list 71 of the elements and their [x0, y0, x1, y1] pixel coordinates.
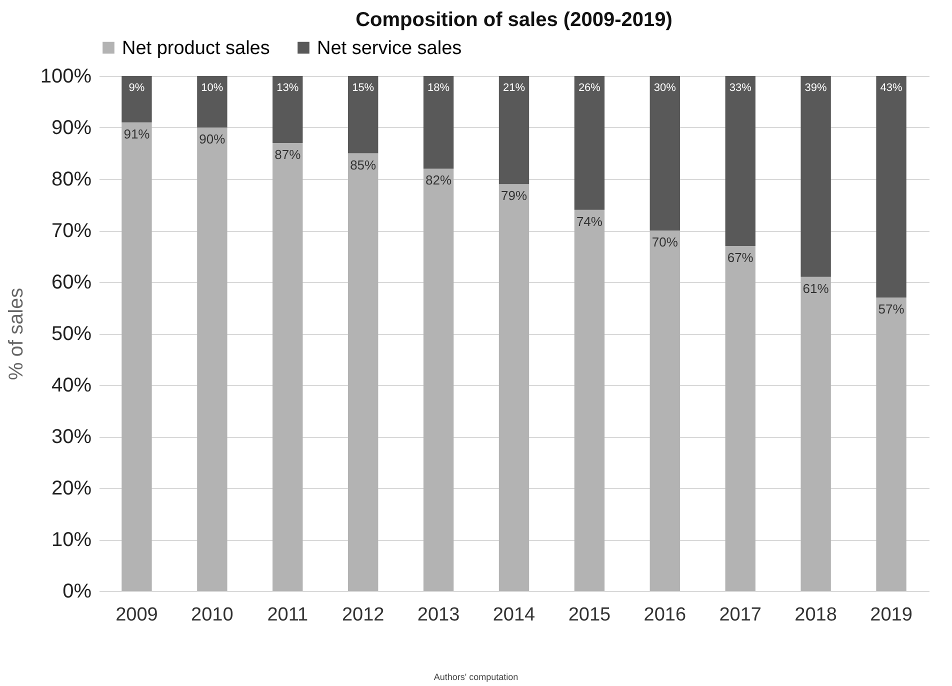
- x-tick-label: 2019: [870, 604, 912, 626]
- data-label: 79%: [500, 188, 528, 204]
- data-label: 82%: [426, 172, 452, 188]
- data-label: 10%: [201, 82, 224, 94]
- data-label: 91%: [124, 126, 150, 142]
- bar: [650, 76, 680, 230]
- chart-title: Composition of sales (2009-2019): [356, 9, 672, 31]
- bar: [876, 297, 906, 591]
- x-tick-label: 2013: [417, 604, 460, 626]
- bar: [272, 76, 303, 143]
- x-tick-label: 2015: [568, 604, 611, 626]
- y-axis-title: % of sales: [5, 288, 28, 380]
- bar: [272, 142, 303, 591]
- data-label: 33%: [729, 82, 752, 94]
- x-tick-label: 2009: [116, 604, 158, 626]
- data-label: 70%: [652, 234, 678, 250]
- x-tick-label: 2010: [191, 604, 234, 626]
- x-tick-label: 2011: [267, 604, 308, 626]
- bar: [498, 184, 530, 591]
- x-tick-label: 2012: [342, 604, 384, 626]
- data-label: 9%: [128, 82, 145, 94]
- bar: [498, 76, 530, 184]
- bar: [423, 168, 454, 591]
- data-label: 15%: [352, 82, 374, 94]
- bar: [348, 153, 378, 591]
- bar: [800, 76, 831, 277]
- data-label: 87%: [274, 146, 302, 162]
- y-tick-label: 60%: [51, 272, 92, 294]
- data-label: 13%: [276, 82, 299, 94]
- bar: [725, 76, 756, 246]
- x-tick-label: 2017: [719, 604, 762, 626]
- bar: [122, 76, 152, 122]
- bar: [122, 122, 152, 591]
- bar: [650, 230, 680, 591]
- y-tick-label: 90%: [51, 117, 92, 139]
- y-tick-label: 80%: [51, 168, 92, 190]
- data-label: 61%: [802, 280, 830, 296]
- data-label: 18%: [428, 82, 450, 94]
- data-label: 74%: [576, 214, 603, 229]
- data-label: 39%: [804, 82, 828, 94]
- x-tick-label: 2016: [644, 604, 686, 626]
- data-label: 26%: [578, 82, 601, 94]
- bar: [574, 210, 605, 591]
- x-tick-label: 2014: [492, 604, 536, 626]
- data-label: 85%: [350, 157, 377, 172]
- y-tick-label: 0%: [62, 580, 92, 602]
- y-tick-label: 100%: [40, 66, 92, 88]
- bar: [574, 76, 605, 210]
- y-tick-label: 20%: [51, 478, 92, 500]
- bar: [876, 76, 906, 298]
- legend-label: Net product sales: [122, 38, 270, 59]
- legend-label: Net service sales: [317, 38, 462, 59]
- bar: [197, 128, 228, 591]
- data-label: 21%: [502, 82, 526, 94]
- y-tick-label: 30%: [51, 426, 92, 448]
- y-tick-label: 40%: [51, 374, 92, 396]
- y-tick-label: 70%: [51, 220, 92, 242]
- data-label: 57%: [878, 301, 905, 316]
- bar: [197, 76, 228, 128]
- bar: [348, 76, 378, 154]
- text: Authors' computation: [432, 672, 520, 682]
- data-label: 30%: [654, 82, 676, 94]
- y-tick-label: 50%: [51, 323, 92, 345]
- x-tick-label: 2018: [794, 604, 837, 626]
- y-tick-label: 10%: [51, 529, 92, 551]
- bar: [800, 276, 831, 591]
- data-label: 43%: [880, 82, 902, 94]
- bar: [725, 246, 756, 591]
- bar: [423, 76, 454, 169]
- data-label: 67%: [727, 250, 754, 265]
- data-label: 90%: [199, 132, 226, 146]
